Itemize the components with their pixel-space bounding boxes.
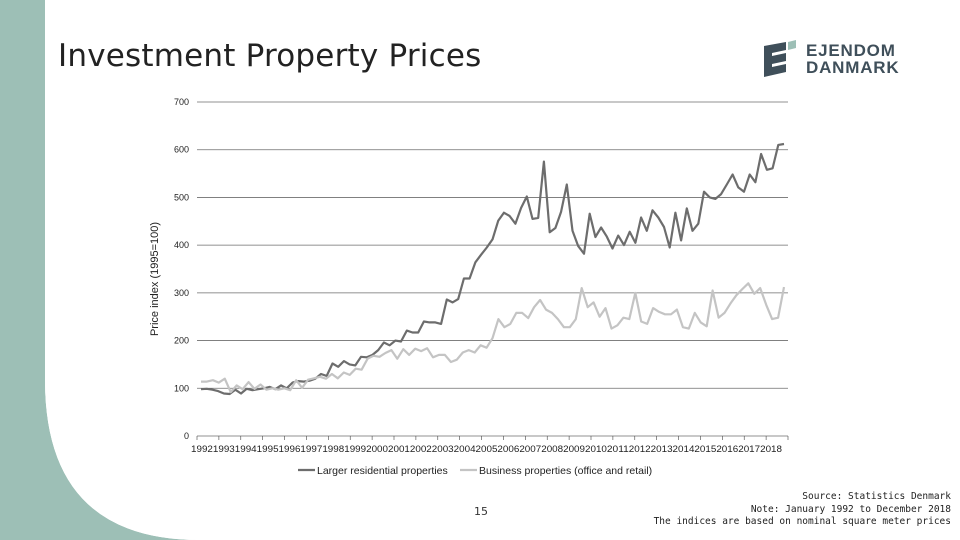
y-axis-ticks: 0 100 200 300 400 500 600 700 (174, 97, 189, 441)
logo-line-1: EJENDOM (806, 41, 896, 60)
series-line-business (201, 282, 786, 394)
x-tick-label: 1997 (300, 444, 322, 454)
y-tick-label: 400 (174, 240, 189, 250)
y-tick-label: 200 (174, 336, 189, 346)
x-tick-label: 1992 (191, 444, 213, 454)
legend-label: Business properties (office and retail) (479, 465, 652, 477)
x-tick-label: 1994 (235, 444, 257, 454)
x-tick-label: 2004 (454, 444, 476, 454)
y-tick-label: 500 (174, 192, 189, 202)
y-axis-label: Price index (1995=100) (149, 222, 161, 336)
x-tick-label: 2002 (410, 444, 432, 454)
x-tick-label: 2005 (476, 444, 498, 454)
x-tick-label: 2012 (629, 444, 651, 454)
logo-mark-icon (764, 40, 796, 77)
x-tick-label: 1996 (279, 444, 301, 454)
x-tick-label: 1998 (322, 444, 344, 454)
x-tick-label: 2008 (541, 444, 563, 454)
y-tick-label: 600 (174, 145, 189, 155)
source-note: Source: Statistics Denmark Note: January… (654, 491, 951, 529)
x-tick-label: 2001 (388, 444, 410, 454)
x-tick-label: 1993 (213, 444, 235, 454)
y-tick-label: 0 (184, 431, 189, 441)
x-tick-label: 2000 (366, 444, 388, 454)
x-tick-label: 2017 (738, 444, 760, 454)
x-tick-label: 1995 (257, 444, 279, 454)
x-tick-label: 2009 (563, 444, 585, 454)
logo-line-2: DANMARK (806, 58, 900, 77)
source-text: Source: Statistics Denmark (802, 491, 951, 502)
series-line-residential (200, 142, 785, 396)
x-tick-label: 2014 (673, 444, 695, 454)
indices-note: The indices are based on nominal square … (653, 516, 951, 527)
page-title: Investment Property Prices (58, 38, 482, 74)
x-tick-label: 2011 (607, 444, 629, 454)
x-tick-label: 2015 (694, 444, 716, 454)
page-number: 15 (474, 505, 488, 518)
y-tick-label: 700 (174, 97, 189, 107)
x-tick-label: 2007 (519, 444, 541, 454)
y-tick-label: 100 (174, 383, 189, 393)
gridlines (197, 101, 788, 437)
x-tick-label: 2003 (432, 444, 454, 454)
legend: Larger residential properties Business pr… (298, 465, 652, 477)
series-lines (200, 142, 786, 396)
ejendom-danmark-logo: EJENDOM DANMARK (760, 40, 910, 80)
x-tick-label: 1999 (344, 444, 366, 454)
x-tick-label: 2016 (716, 444, 738, 454)
x-tick-label: 2010 (585, 444, 607, 454)
decorative-side-band (0, 0, 45, 540)
legend-label: Larger residential properties (317, 465, 448, 477)
x-tick-label: 2013 (651, 444, 673, 454)
x-axis-ticks: 1992 1993 1994 1995 1996 1997 1998 1999 2000 2001… (191, 436, 789, 454)
x-tick-label: 2006 (497, 444, 519, 454)
period-note: Note: January 1992 to December 2018 (750, 503, 951, 515)
x-tick-label: 2018 (760, 444, 782, 454)
y-tick-label: 300 (174, 288, 189, 298)
